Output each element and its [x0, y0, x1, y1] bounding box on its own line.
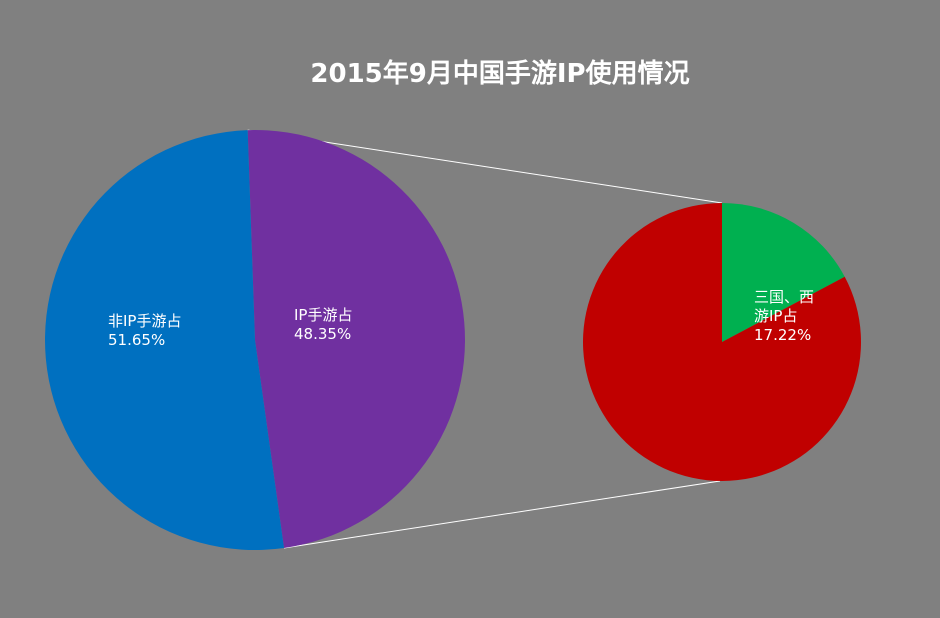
main-pie: IP手游占 48.35% 非IP手游占 51.65% — [45, 130, 466, 550]
connector-line-bottom — [283, 480, 721, 549]
connector-lines — [247, 129, 723, 549]
detail-pie: 三国、西游IP占 17.22% — [583, 203, 862, 482]
detail-pie-label-0: 三国、西游IP占 17.22% — [754, 288, 814, 344]
main-pie-slice-1 — [45, 130, 285, 550]
main-pie-label-1: 非IP手游占 51.65% — [108, 312, 181, 349]
detail-pie-slice-0 — [722, 203, 845, 342]
detail-pie-slice-1 — [583, 203, 862, 482]
chart-title: 2015年9月中国手游IP使用情况 — [310, 58, 689, 89]
connector-line-top — [247, 129, 723, 204]
main-pie-label-0: IP手游占 48.35% — [294, 306, 352, 343]
main-pie-slice-0 — [247, 130, 466, 548]
